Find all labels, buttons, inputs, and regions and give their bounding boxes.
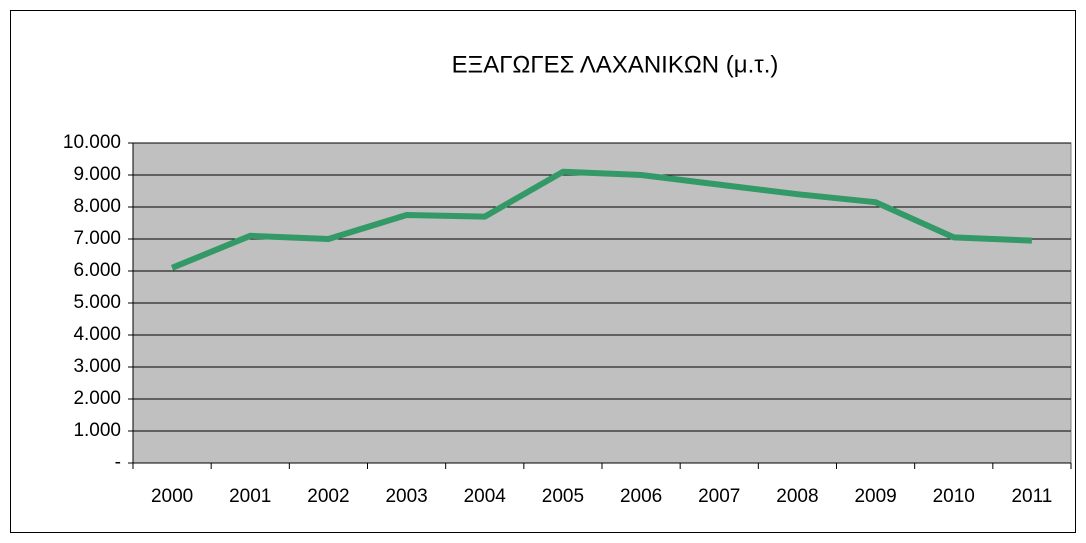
y-tick-label: 3.000 — [73, 356, 121, 377]
x-tick-label: 2002 — [307, 486, 349, 507]
y-tick-label: - — [115, 452, 121, 473]
y-tick-label: 9.000 — [73, 164, 121, 185]
y-tick-label: 7.000 — [73, 228, 121, 249]
y-tick-label: 8.000 — [73, 196, 121, 217]
x-tick-label: 2010 — [933, 486, 975, 507]
x-tick-label: 2011 — [1011, 486, 1052, 507]
x-tick-label: 2004 — [464, 486, 507, 507]
y-tick-label: 10.000 — [63, 132, 121, 153]
chart-title: ΕΞΑΓΩΓΕΣ ΛΑΧΑΝΙΚΩΝ (μ.τ.) — [452, 51, 779, 78]
data-line — [170, 168, 1033, 271]
x-tick-label: 2009 — [854, 486, 896, 507]
x-tick-label: 2003 — [385, 486, 427, 507]
x-tick-label: 2007 — [698, 486, 740, 507]
x-tick-label: 2008 — [776, 486, 818, 507]
x-tick-label: 2000 — [151, 486, 193, 507]
y-tick-label: 4.000 — [73, 324, 121, 345]
y-tick-label: 5.000 — [73, 292, 121, 313]
y-tick-label: 2.000 — [73, 388, 121, 409]
y-tick-label: 1.000 — [73, 420, 121, 441]
x-tick-label: 2001 — [229, 486, 271, 507]
x-tick-label: 2006 — [620, 486, 662, 507]
y-tick-label: 6.000 — [73, 260, 121, 281]
x-tick-label: 2005 — [542, 486, 584, 507]
